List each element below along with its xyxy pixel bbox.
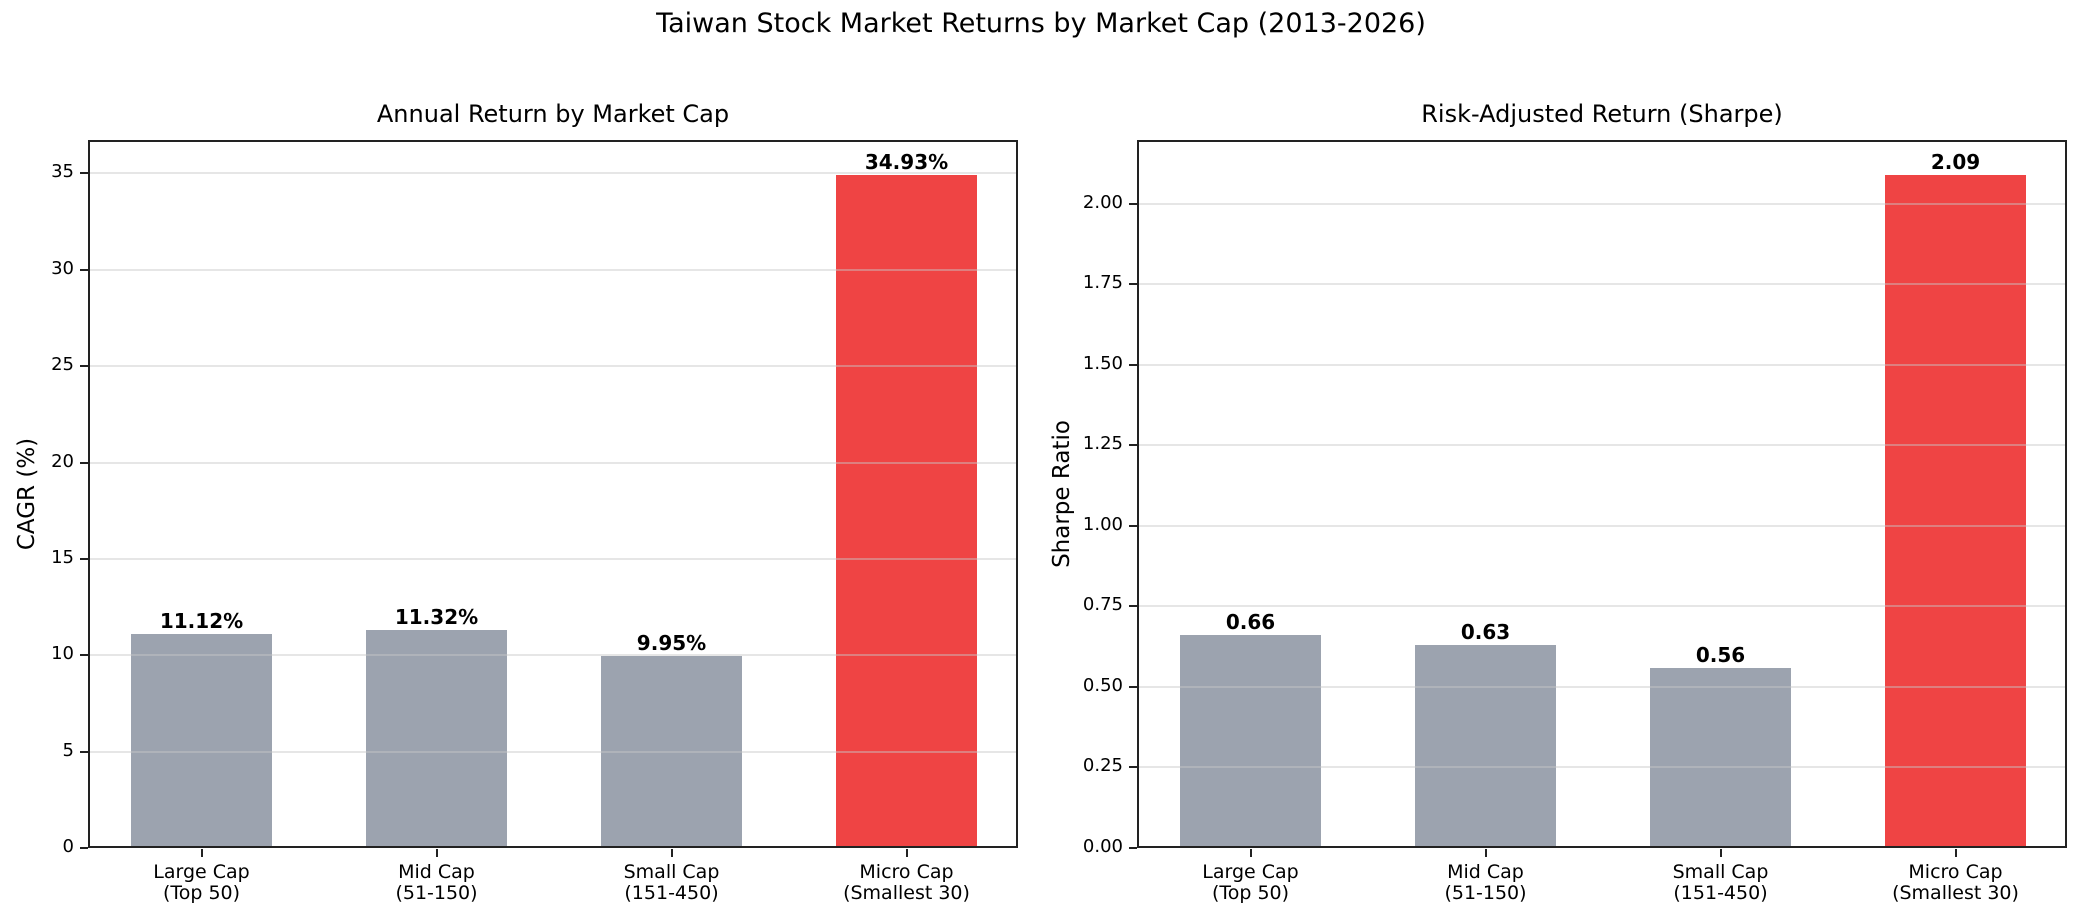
chart-title: Annual Return by Market Cap [376, 100, 730, 128]
x-tick-label: Large Cap (Top 50) [153, 861, 250, 904]
bar-value-label: 2.09 [1930, 149, 1981, 174]
gridline [1139, 283, 2065, 286]
x-tick-label: Micro Cap (Smallest 30) [843, 861, 970, 904]
gridline [1139, 605, 2065, 608]
y-tick [80, 461, 88, 464]
bar-value-label: 11.12% [159, 608, 244, 633]
gridline [1139, 524, 2065, 527]
x-tick [1719, 849, 1722, 857]
x-tick [1249, 849, 1252, 857]
gridline [90, 461, 1016, 464]
bar-value-label: 0.66 [1225, 610, 1276, 635]
gridline [1139, 363, 2065, 366]
y-tick-label: 30 [51, 257, 74, 279]
bar [366, 629, 507, 848]
x-tick-label: Mid Cap (51-150) [1444, 861, 1527, 904]
y-tick-label: 10 [51, 643, 74, 665]
y-tick-label: 25 [51, 354, 74, 376]
gridline [1139, 444, 2065, 447]
x-tick [670, 849, 673, 857]
y-tick [80, 172, 88, 175]
bar-value-label: 11.32% [394, 604, 479, 629]
y-axis-label: CAGR (%) [14, 437, 40, 550]
y-tick-label: 0 [62, 836, 74, 857]
x-tick-label: Micro Cap (Smallest 30) [1892, 861, 2019, 904]
y-tick [80, 365, 88, 368]
y-tick [1129, 202, 1137, 205]
y-tick [1129, 524, 1137, 527]
bar [601, 656, 742, 848]
y-tick [80, 557, 88, 560]
y-tick [1129, 847, 1137, 849]
gridline [90, 557, 1016, 560]
gridline [90, 365, 1016, 368]
y-tick-label: 2.00 [1082, 191, 1123, 213]
y-tick-label: 0.25 [1082, 755, 1123, 777]
bar-value-label: 0.63 [1460, 620, 1511, 645]
y-tick-label: 15 [51, 546, 74, 568]
gridline [1139, 685, 2065, 688]
y-tick-label: 0.75 [1082, 594, 1123, 616]
y-tick [1129, 283, 1137, 286]
chart-title: Risk-Adjusted Return (Sharpe) [1421, 100, 1783, 128]
y-tick [1129, 685, 1137, 688]
gridline [90, 268, 1016, 271]
y-tick [80, 750, 88, 753]
y-tick-label: 1.50 [1082, 352, 1123, 374]
y-tick-label: 1.00 [1082, 513, 1123, 535]
x-tick [200, 849, 203, 857]
gridline [1139, 202, 2065, 205]
gridline [90, 172, 1016, 175]
plot-area: 11.12% 11.32% 9.95% 34.93% [90, 141, 1016, 848]
figure-suptitle: Taiwan Stock Market Returns by Market Ca… [656, 8, 1426, 39]
y-tick [80, 268, 88, 271]
axes-frame [88, 140, 1018, 848]
x-tick [905, 849, 908, 857]
y-tick-label: 35 [51, 161, 74, 183]
y-tick-label: 1.25 [1082, 433, 1123, 455]
y-tick [1129, 766, 1137, 769]
x-tick-label: Small Cap (151-450) [1672, 861, 1769, 904]
y-tick-label: 5 [62, 739, 74, 761]
bar-value-label: 0.56 [1695, 642, 1746, 667]
y-tick [80, 654, 88, 657]
y-tick [1129, 605, 1137, 608]
bar-value-label: 9.95% [636, 631, 707, 656]
y-tick [80, 847, 88, 849]
y-tick-label: 0.00 [1082, 836, 1123, 857]
y-tick-label: 0.50 [1082, 674, 1123, 696]
bar [1650, 667, 1791, 848]
x-tick-label: Small Cap (151-450) [623, 861, 720, 904]
y-tick [1129, 444, 1137, 447]
plot-area: 0.66 0.63 0.56 2.09 [1139, 141, 2065, 848]
x-tick-label: Large Cap (Top 50) [1202, 861, 1299, 904]
gridline [90, 654, 1016, 657]
bar [1885, 174, 2026, 848]
bar-value-label: 34.93% [864, 149, 949, 174]
bar [1415, 645, 1556, 848]
bar [836, 174, 977, 848]
axes-frame [1137, 140, 2067, 848]
gridline [90, 750, 1016, 753]
gridline [1139, 766, 2065, 769]
x-tick-label: Mid Cap (51-150) [395, 861, 478, 904]
y-tick-label: 1.75 [1082, 272, 1123, 294]
y-tick-label: 20 [51, 450, 74, 472]
bar [131, 633, 272, 848]
x-tick [435, 849, 438, 857]
x-tick [1954, 849, 1957, 857]
y-tick [1129, 363, 1137, 366]
bar [1180, 635, 1321, 848]
x-tick [1484, 849, 1487, 857]
